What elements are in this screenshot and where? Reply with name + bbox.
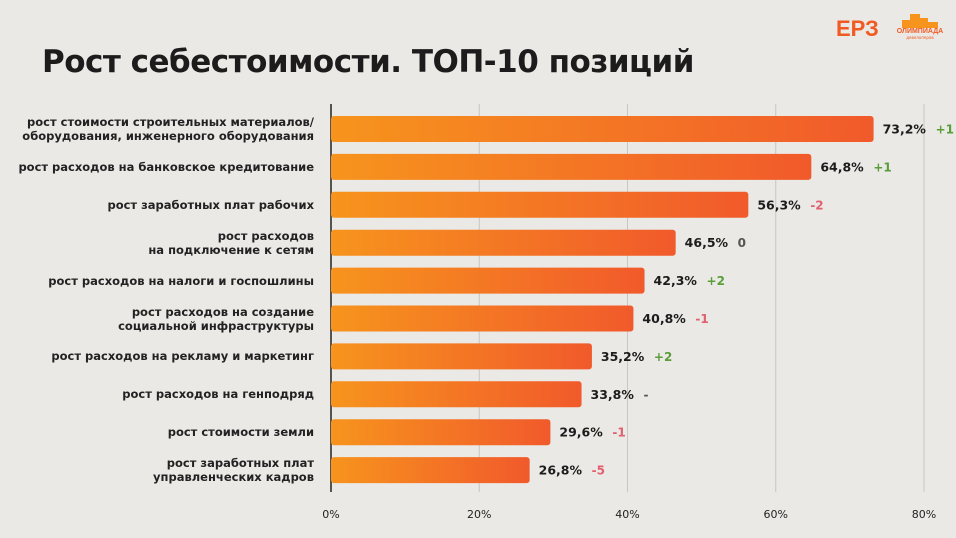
bar <box>331 419 551 446</box>
bar <box>331 457 530 484</box>
category-label: рост расходов на генподряд <box>122 387 314 402</box>
value-label: 46,5% <box>685 235 729 250</box>
rank-change-label: - <box>644 388 649 402</box>
page-title: Рост себестоимости. ТОП-10 позиций <box>42 44 694 80</box>
value-label: 26,8% <box>539 463 583 478</box>
x-tick-label: 0% <box>322 508 340 521</box>
category-label: рост стоимости строительных материалов/ … <box>22 115 314 143</box>
category-label: рост расходов на банковское кредитование <box>18 159 314 174</box>
value-label: 64,8% <box>820 159 864 174</box>
x-tick-label: 60% <box>763 508 788 521</box>
rank-change-label: +1 <box>873 160 891 174</box>
category-label: рост стоимости земли <box>167 425 314 440</box>
value-label: 40,8% <box>642 311 686 326</box>
value-label: 29,6% <box>559 425 603 440</box>
bar <box>331 191 749 218</box>
rank-change-label: +1 <box>936 123 954 137</box>
erz-logo: ЕРЗ <box>836 16 879 41</box>
category-label: рост расходов на рекламу и маркетинг <box>51 349 314 364</box>
x-tick-label: 80% <box>911 508 937 521</box>
bar <box>331 229 676 256</box>
bar <box>331 381 582 408</box>
category-label: рост расходов на создание социальной инф… <box>118 304 314 333</box>
rank-change-label: -1 <box>695 312 708 326</box>
rank-change-label: -1 <box>612 426 625 440</box>
category-label: рост расходов на подключение к сетям <box>148 228 314 257</box>
rank-change-label: 0 <box>738 236 746 250</box>
rank-change-label: +2 <box>654 350 672 364</box>
category-label: рост расходов на налоги и госпошлины <box>48 273 314 288</box>
x-tick-label: 40% <box>615 508 640 521</box>
value-label: 33,8% <box>591 387 635 402</box>
bar <box>331 267 645 294</box>
value-label: 35,2% <box>601 349 645 364</box>
value-label: 73,2% <box>883 122 927 137</box>
bar <box>331 153 812 180</box>
rank-change-label: -5 <box>592 464 605 478</box>
rank-change-label: -2 <box>810 198 823 212</box>
x-tick-label: 20% <box>467 508 492 521</box>
bar <box>331 116 874 142</box>
bar <box>331 305 634 332</box>
value-label: 56,3% <box>757 197 801 212</box>
category-label: рост заработных плат управленческих кадр… <box>153 456 314 485</box>
olympiad-logo: ОЛИМПИАДА девелоперов <box>892 14 948 40</box>
value-label: 42,3% <box>654 273 698 288</box>
category-label: рост заработных плат рабочих <box>107 197 314 212</box>
bar <box>331 343 592 370</box>
rank-change-label: +2 <box>707 274 725 288</box>
